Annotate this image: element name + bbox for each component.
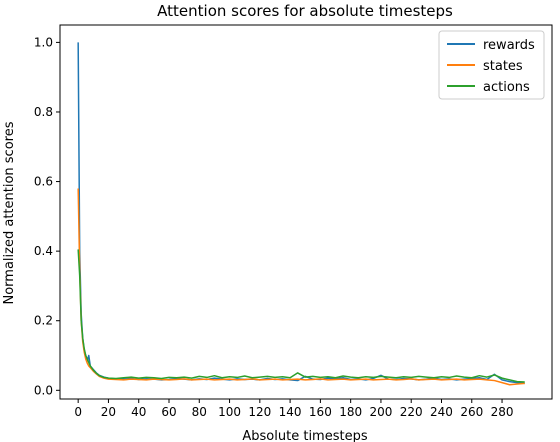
legend-label-rewards: rewards (483, 38, 535, 53)
plot-frame (59, 24, 553, 400)
y-tick-label: 0.8 (34, 105, 53, 119)
x-tick-label: 0 (74, 405, 82, 419)
series-line-actions (77, 249, 525, 383)
y-tick-label: 0.6 (34, 175, 53, 189)
legend-box (438, 30, 545, 100)
y-tick-label: 0.2 (34, 314, 53, 328)
x-tick-label: 140 (279, 405, 302, 419)
legend-label-states: states (483, 59, 523, 74)
x-tick-label: 200 (369, 405, 392, 419)
chart-title: Attention scores for absolute timesteps (157, 2, 453, 20)
x-tick-label: 260 (460, 405, 483, 419)
y-tick-label: 0.0 (34, 383, 53, 397)
x-tick-label: 100 (218, 405, 241, 419)
legend-label-actions: actions (483, 80, 530, 95)
x-tick-label: 160 (309, 405, 332, 419)
y-tick-label: 1.0 (34, 35, 53, 49)
x-tick-label: 40 (131, 405, 146, 419)
x-tick-label: 280 (491, 405, 514, 419)
plot-layer (77, 42, 525, 386)
axes-layer: 0 20 40 60 80 100 120 140 160 180 200 220 240 260 280 0… (34, 24, 553, 419)
legend: rewards states actions (438, 30, 545, 100)
series-line-states (77, 188, 525, 386)
x-tick-label: 220 (400, 405, 423, 419)
x-axis-title: Absolute timesteps (242, 429, 367, 442)
y-axis-title: Normalized attention scores (2, 121, 17, 304)
x-tick-label: 120 (248, 405, 271, 419)
x-tick-label: 60 (161, 405, 176, 419)
y-tick-label: 0.4 (34, 244, 53, 258)
x-tick-label: 20 (101, 405, 116, 419)
x-tick-label: 80 (192, 405, 207, 419)
x-tick-label: 180 (339, 405, 362, 419)
x-tick-label: 240 (430, 405, 453, 419)
